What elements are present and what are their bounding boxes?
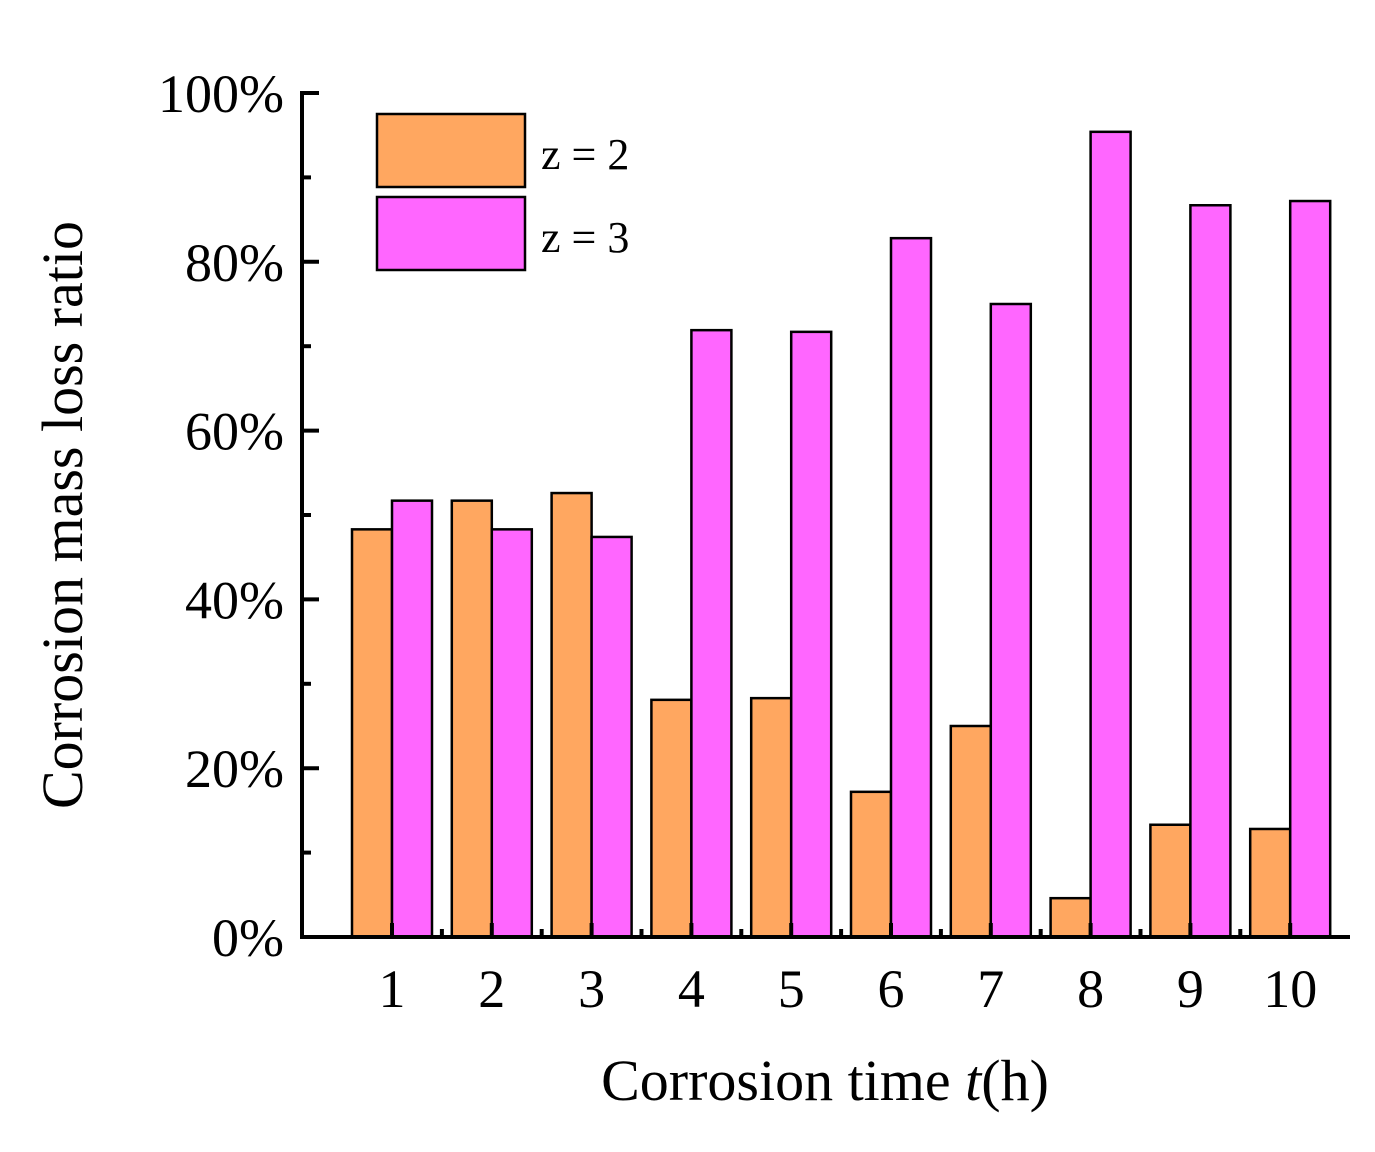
x-tick-label: 7 [977, 959, 1004, 1019]
bars-group [350, 130, 1332, 939]
y-tick-label: 0% [212, 908, 284, 968]
x-tick-label: 9 [1177, 959, 1204, 1019]
x-tick-label: 8 [1077, 959, 1104, 1019]
x-tick-label: 4 [678, 959, 705, 1019]
axes-group: 0% 20% 40% 60% 80% 100% 1 2 3 4 5 6 7 8 9 10 [158, 64, 1350, 1019]
bar-z3-t7 [989, 302, 1033, 939]
bar-z2-t9 [1149, 823, 1192, 939]
legend-swatch-z3 [375, 195, 527, 272]
bar-z2-t5 [749, 696, 793, 939]
bar-z3-t4 [690, 328, 733, 939]
bar-z3-t3 [590, 535, 633, 939]
bar-z2-t1 [350, 528, 394, 939]
y-tick-label: 60% [185, 402, 284, 462]
legend-label-z3: z = 3 [541, 213, 629, 262]
bar-z2-t6 [849, 790, 893, 939]
bar-z2-t7 [949, 724, 993, 939]
x-tick-label: 3 [578, 959, 605, 1019]
y-tick-label: 100% [158, 64, 284, 124]
y-axis-title: Corrosion mass loss ratio [30, 221, 95, 809]
bar-z3-t9 [1189, 204, 1232, 939]
bar-z2-t4 [650, 698, 693, 939]
bar-z2-t2 [450, 499, 494, 939]
x-axis-title-prefix: Corrosion time [601, 1048, 965, 1113]
bar-z3-t1 [390, 499, 434, 939]
bar-z2-t10 [1248, 827, 1292, 939]
x-tick-label: 1 [379, 959, 406, 1019]
x-axis-title: Corrosion time t(h) [601, 1048, 1049, 1113]
x-tick-label: 2 [478, 959, 505, 1019]
x-tick-label: 6 [878, 959, 905, 1019]
y-tick-label: 20% [185, 739, 284, 799]
legend-label-z2: z = 2 [541, 130, 629, 179]
y-tick-label: 80% [185, 233, 284, 293]
x-axis-title-unit: (h) [981, 1048, 1049, 1113]
bar-z3-t10 [1288, 199, 1332, 939]
x-axis-title-variable: t [965, 1048, 983, 1113]
bar-z2-t8 [1049, 896, 1092, 939]
legend: z = 2 z = 3 [375, 112, 629, 272]
bar-z3-t2 [490, 528, 534, 939]
bar-z3-t6 [889, 236, 933, 939]
y-tick-label: 40% [185, 570, 284, 630]
x-tick-label: 10 [1263, 959, 1317, 1019]
bar-z2-t3 [550, 491, 593, 939]
bar-z3-t5 [789, 330, 833, 939]
bar-z3-t8 [1089, 130, 1132, 939]
x-tick-label: 5 [778, 959, 805, 1019]
legend-swatch-z2 [375, 112, 527, 189]
